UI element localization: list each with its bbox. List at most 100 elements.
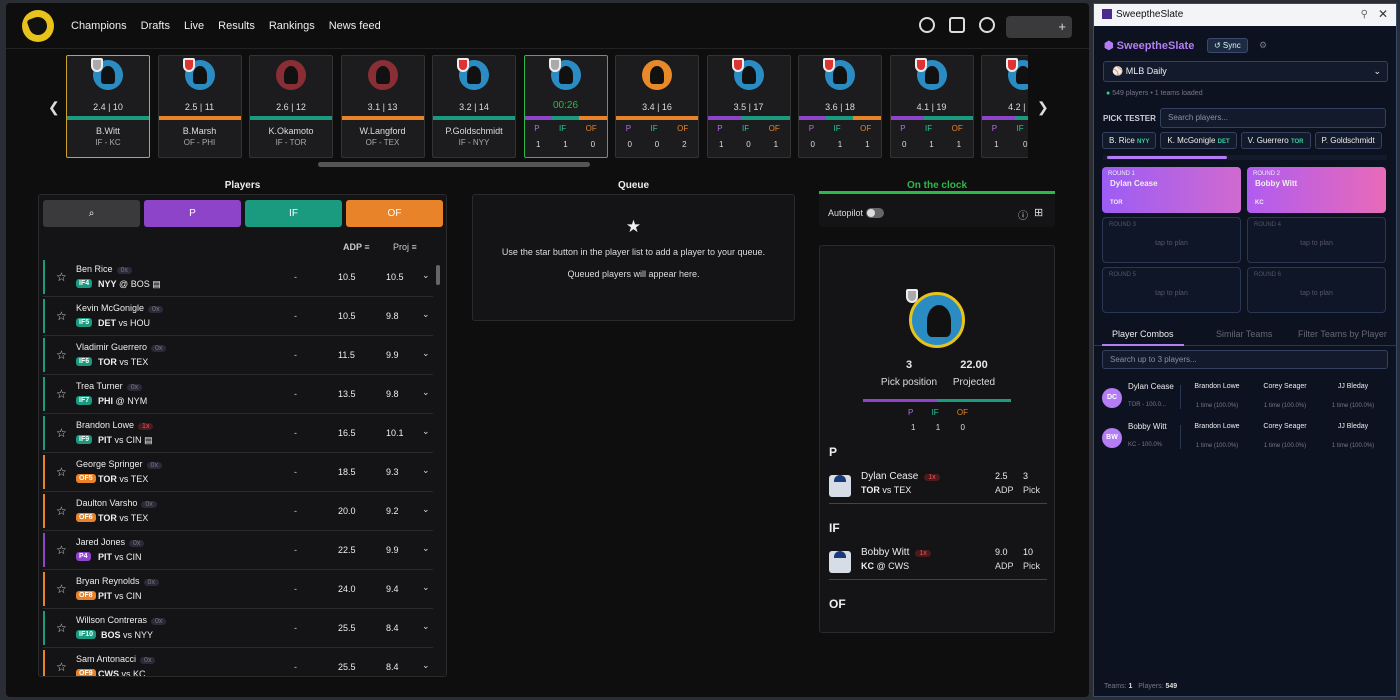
- shield-icon: [823, 58, 835, 72]
- app-logo[interactable]: [22, 10, 54, 42]
- chevron-down-icon[interactable]: ⌄: [422, 660, 430, 670]
- draft-card[interactable]: 00:26 P IF OF 1 1 0: [523, 55, 608, 158]
- player-name: Ben Rice: [76, 264, 113, 274]
- settings-icon[interactable]: ⚙: [1259, 40, 1268, 50]
- draft-card[interactable]: 2.4 | 10 B.Witt IF - KC: [66, 55, 150, 158]
- chevron-down-icon[interactable]: ⌄: [422, 270, 430, 280]
- sync-button[interactable]: ↺ Sync: [1207, 38, 1248, 53]
- star-icon[interactable]: ☆: [56, 387, 67, 401]
- filter-if-button[interactable]: IF: [245, 200, 342, 227]
- player-row[interactable]: ☆ Brandon Lowe 1x IF9 PIT vs CIN ▤ - 16.5 10.1 ⌄: [43, 414, 433, 453]
- nav-live[interactable]: Live: [183, 20, 205, 32]
- star-icon[interactable]: ☆: [56, 465, 67, 479]
- chevron-left-icon[interactable]: ❮: [48, 99, 60, 115]
- grid-icon[interactable]: ⊞: [1034, 207, 1044, 219]
- chevron-down-icon[interactable]: ⌄: [422, 504, 430, 514]
- chevron-down-icon[interactable]: ⌄: [422, 465, 430, 475]
- player-row[interactable]: ☆ Jared Jones 0x P4 PIT vs CIN - 22.5 9.9 ⌄: [43, 531, 433, 570]
- nav-news-feed[interactable]: News feed: [328, 20, 381, 32]
- player-row[interactable]: ☆ Daulton Varsho 0x OF6 TOR vs TEX - 20.0 9.2 ⌄: [43, 492, 433, 531]
- close-icon[interactable]: ✕: [1377, 7, 1388, 21]
- chevron-down-icon[interactable]: ⌄: [422, 543, 430, 553]
- nav-action-box[interactable]: +: [1006, 16, 1072, 38]
- player-row[interactable]: ☆ Bryan Reynolds 0x OF8 PIT vs CIN - 24.0 9.4 ⌄: [43, 570, 433, 609]
- proj-sort-header[interactable]: Proj ≡: [393, 242, 417, 252]
- account-icon[interactable]: [979, 17, 995, 33]
- star-icon[interactable]: ☆: [56, 426, 67, 440]
- player-row[interactable]: ☆ Sam Antonacci 0x OF9 CWS vs KC - 25.5 8.4 ⌄: [43, 648, 433, 676]
- draft-card[interactable]: 3.1 | 13 W.Langford OF - TEX: [340, 55, 425, 158]
- round-slot[interactable]: ROUND 1 Dylan Cease TOR: [1102, 167, 1241, 213]
- filter-p-button[interactable]: P: [144, 200, 241, 227]
- chevron-down-icon[interactable]: ⌄: [422, 387, 430, 397]
- chevron-down-icon[interactable]: ⌄: [422, 621, 430, 631]
- draft-card[interactable]: 2.5 | 11 B.Marsh OF - PHI: [157, 55, 242, 158]
- chevron-down-icon[interactable]: ⌄: [422, 426, 430, 436]
- combo-row[interactable]: DC Dylan Cease TOR - 100.0... Brandon Lowe 1…: [1102, 381, 1390, 415]
- gift-icon[interactable]: [949, 17, 965, 33]
- player-chip[interactable]: P. Goldschmidt: [1314, 132, 1382, 149]
- note-icon[interactable]: ▤: [152, 279, 161, 289]
- draft-app: Champions Drafts Live Results Rankings N…: [6, 3, 1089, 697]
- star-icon[interactable]: ☆: [56, 660, 67, 674]
- star-icon[interactable]: ☆: [56, 309, 67, 323]
- star-icon[interactable]: ☆: [56, 348, 67, 362]
- chevron-down-icon[interactable]: ⌄: [422, 348, 430, 358]
- draft-card[interactable]: 3.2 | 14 P.Goldschmidt IF - NYY: [432, 55, 516, 158]
- nav-rankings[interactable]: Rankings: [268, 20, 315, 32]
- player-list-scrollbar[interactable]: [436, 265, 440, 285]
- star-icon[interactable]: ☆: [56, 543, 67, 557]
- pin-icon[interactable]: ⚲: [1360, 9, 1368, 20]
- tab-similar-teams[interactable]: Similar Teams: [1216, 329, 1273, 339]
- plus-icon[interactable]: +: [1058, 19, 1066, 34]
- player-row[interactable]: ☆ Willson Contreras 0x IF10 BOS vs NYY - 25.5 8…: [43, 609, 433, 648]
- player-search-input[interactable]: Search players...: [1160, 108, 1386, 128]
- board-scrollbar[interactable]: [318, 162, 590, 167]
- tab-filter-teams[interactable]: Filter Teams by Player: [1298, 329, 1387, 339]
- nav-results[interactable]: Results: [218, 20, 255, 32]
- draft-card[interactable]: 3.6 | 18 P IF OF 0 1 1: [798, 55, 882, 158]
- star-icon[interactable]: ☆: [56, 621, 67, 635]
- nav-champions[interactable]: Champions: [71, 20, 127, 32]
- combo-row[interactable]: BW Bobby Witt KC - 100.0% Brandon Lowe 1 tim…: [1102, 421, 1390, 455]
- draft-card[interactable]: 3.4 | 16 P IF OF 0 0 2: [615, 55, 699, 158]
- draft-card[interactable]: 3.5 | 17 P IF OF 1 0 1: [706, 55, 791, 158]
- combo-search-input[interactable]: Search up to 3 players...: [1102, 350, 1388, 369]
- nav-drafts[interactable]: Drafts: [140, 20, 170, 32]
- roster-player[interactable]: Dylan Cease 1x TOR vs TEX 2.5 ADP 3 Pick: [829, 468, 1047, 504]
- chip-team: TOR: [1290, 139, 1304, 145]
- star-icon[interactable]: ☆: [56, 504, 67, 518]
- draft-card[interactable]: 4.1 | 19 P IF OF 0 1 1: [889, 55, 974, 158]
- player-row[interactable]: ☆ Trea Turner 0x IF7 PHI @ NYM - 13.5 9.8 ⌄: [43, 375, 433, 414]
- player-chip[interactable]: K. McGonigle DET: [1160, 132, 1237, 149]
- chevron-right-icon[interactable]: ❯: [1037, 99, 1049, 115]
- autopilot-toggle[interactable]: [866, 208, 884, 218]
- tab-player-combos[interactable]: Player Combos: [1112, 329, 1174, 339]
- roster-player[interactable]: Bobby Witt 1x KC @ CWS 9.0 ADP 10 Pick: [829, 544, 1047, 580]
- chevron-down-icon[interactable]: ⌄: [422, 582, 430, 592]
- player-row[interactable]: ☆ Ben Rice 0x IF4 NYY @ BOS ▤ - 10.5 10.5 ⌄: [43, 258, 433, 297]
- player-row[interactable]: ☆ Vladimir Guerrero 0x IF6 TOR vs TEX - 11.5 9.…: [43, 336, 433, 375]
- contest-select[interactable]: ⚾ MLB Daily ⌄: [1103, 61, 1388, 82]
- round-slot[interactable]: ROUND 3 tap to plan: [1102, 217, 1241, 263]
- player-row[interactable]: ☆ Kevin McGonigle 0x IF5 DET vs HOU - 10.5 9.8 ⌄: [43, 297, 433, 336]
- round-slot[interactable]: ROUND 2 Bobby Witt KC: [1247, 167, 1386, 213]
- draft-card[interactable]: 2.6 | 12 K.Okamoto IF - TOR: [249, 55, 333, 158]
- round-slot[interactable]: ROUND 4 tap to plan: [1247, 217, 1386, 263]
- chevron-down-icon[interactable]: ⌄: [422, 309, 430, 319]
- star-icon[interactable]: ☆: [56, 582, 67, 596]
- player-row[interactable]: ☆ George Springer 0x OF5 TOR vs TEX - 18.5 9.3 ⌄: [43, 453, 433, 492]
- theme-toggle-icon[interactable]: [919, 17, 935, 33]
- note-icon[interactable]: ▤: [144, 435, 153, 445]
- star-icon[interactable]: ☆: [56, 270, 67, 284]
- round-slot[interactable]: ROUND 5 tap to plan: [1102, 267, 1241, 313]
- chip-scrollbar[interactable]: [1103, 155, 1387, 160]
- info-icon[interactable]: ⓘ: [1018, 211, 1028, 222]
- adp-sort-header[interactable]: ADP ≡: [343, 242, 370, 252]
- search-button[interactable]: ⌕: [43, 200, 140, 227]
- player-chip[interactable]: B. Rice NYY: [1102, 132, 1157, 149]
- round-slot[interactable]: ROUND 6 tap to plan: [1247, 267, 1386, 313]
- filter-of-button[interactable]: OF: [346, 200, 443, 227]
- player-chip[interactable]: V. Guerrero TOR: [1240, 132, 1311, 149]
